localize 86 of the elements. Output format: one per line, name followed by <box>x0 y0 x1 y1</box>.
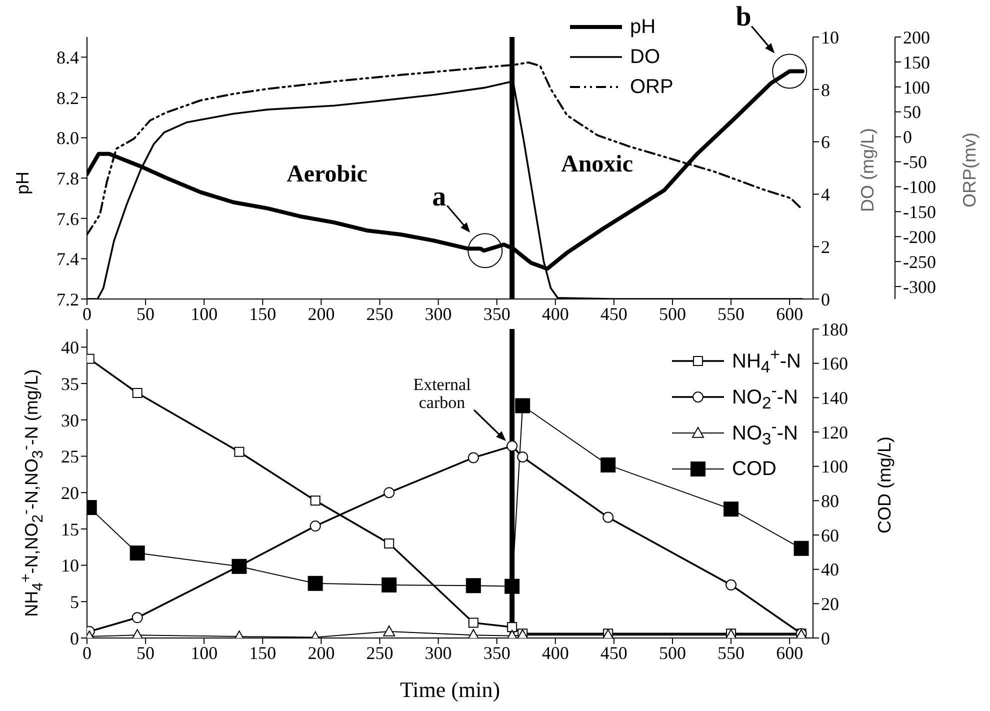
x-tick-label: 600 <box>776 642 804 663</box>
y2-tick-label: 120 <box>821 422 848 442</box>
y2-tick-label: 0 <box>821 289 830 310</box>
y3-tick-label: -100 <box>903 177 936 198</box>
y2-tick-label: 80 <box>821 491 839 512</box>
y-tick-label: 10 <box>61 556 79 576</box>
annotation: Anoxic <box>561 151 633 178</box>
y-tick-label: 8.4 <box>56 48 79 68</box>
y-axis-title: pH <box>12 171 34 195</box>
legend-label: ORP <box>630 76 674 98</box>
x-tick-label: 0 <box>82 304 92 324</box>
y-tick-label: 35 <box>61 374 79 394</box>
legend-label: COD <box>732 458 776 480</box>
x-axis-title: Time (min) <box>400 677 500 703</box>
x-tick-label: 500 <box>658 642 686 663</box>
y2-tick-label: 40 <box>821 560 839 580</box>
y3-tick-label: -50 <box>903 152 927 172</box>
x-tick-label: 300 <box>424 304 452 324</box>
y2-tick-label: 160 <box>821 354 848 374</box>
y2-tick-label: 6 <box>821 132 830 152</box>
y3-tick-label: 200 <box>903 27 930 48</box>
y3-tick-label: -300 <box>903 276 936 297</box>
legend-label: pH <box>630 16 656 38</box>
y-tick-label: 0 <box>70 628 79 648</box>
x-tick-label: 350 <box>483 642 510 663</box>
x-tick-label: 200 <box>308 642 335 663</box>
y3-tick-label: -150 <box>903 202 936 222</box>
x-tick-label: 450 <box>600 304 628 324</box>
x-tick-label: 400 <box>542 304 569 324</box>
x-tick-label: 200 <box>308 304 335 324</box>
y-tick-label: 25 <box>61 446 79 467</box>
x-tick-label: 50 <box>136 642 155 663</box>
y-tick-label: 30 <box>61 410 79 430</box>
y-tick-label: 7.4 <box>56 249 79 270</box>
x-tick-label: 350 <box>483 304 510 324</box>
x-tick-label: 600 <box>776 304 804 324</box>
legend-label: NO$_{3}$$^{-}$-N <box>732 416 798 450</box>
x-tick-label: 150 <box>249 642 276 663</box>
y3-tick-label: 50 <box>903 102 921 122</box>
y2-tick-label: 180 <box>821 319 848 340</box>
y2-tick-label: 140 <box>821 388 848 408</box>
y2-tick-label: 10 <box>821 27 839 48</box>
y2-axis-title: DO (mg/L) <box>858 128 878 212</box>
legend-label: DO <box>630 46 660 68</box>
x-tick-label: 550 <box>718 304 745 324</box>
annotation: Aerobic <box>286 161 368 188</box>
y-tick-label: 40 <box>61 338 79 358</box>
y-tick-label: 7.6 <box>56 208 79 229</box>
y-tick-label: 7.8 <box>56 168 79 188</box>
y2-axis-title: COD (mg/L) <box>874 436 896 534</box>
y3-axis-title: ORP(mv) <box>960 132 980 208</box>
y3-tick-label: 150 <box>903 52 930 72</box>
x-tick-label: 550 <box>718 642 745 663</box>
y2-tick-label: 2 <box>821 236 830 257</box>
x-tick-label: 0 <box>82 642 92 663</box>
x-tick-label: 400 <box>542 642 569 663</box>
annotation: a <box>431 180 448 212</box>
x-tick-label: 100 <box>190 642 218 663</box>
y3-tick-label: 100 <box>903 77 930 98</box>
y3-tick-label: 0 <box>903 127 912 148</box>
y3-tick-label: -250 <box>903 252 936 272</box>
y-tick-label: 20 <box>61 482 79 503</box>
y-tick-label: 7.2 <box>56 289 79 310</box>
y-tick-label: 5 <box>70 592 79 612</box>
y2-tick-label: 60 <box>821 525 839 546</box>
y-tick-label: 8.2 <box>56 88 79 108</box>
y2-tick-label: 4 <box>821 184 830 205</box>
legend-label: NH$_{4}$$^{+}$-N <box>732 344 801 378</box>
x-tick-label: 450 <box>600 642 628 663</box>
x-tick-label: 500 <box>658 304 686 324</box>
x-tick-label: 250 <box>366 304 394 324</box>
legend-label: NO$_{2}$$^{-}$-N <box>732 380 798 414</box>
x-tick-label: 300 <box>424 642 452 663</box>
y-tick-label: 15 <box>61 519 79 540</box>
y2-tick-label: 0 <box>821 628 830 648</box>
annotation: b <box>734 2 752 33</box>
x-tick-label: 100 <box>190 304 218 324</box>
y2-tick-label: 20 <box>821 594 839 614</box>
y2-tick-label: 8 <box>821 80 830 100</box>
annotation: External carbon <box>412 375 472 412</box>
y3-tick-label: -200 <box>903 227 936 248</box>
y2-tick-label: 100 <box>821 456 848 477</box>
x-tick-label: 50 <box>136 304 155 324</box>
x-tick-label: 150 <box>249 304 276 324</box>
y-tick-label: 8.0 <box>56 128 79 148</box>
x-tick-label: 250 <box>366 642 394 663</box>
